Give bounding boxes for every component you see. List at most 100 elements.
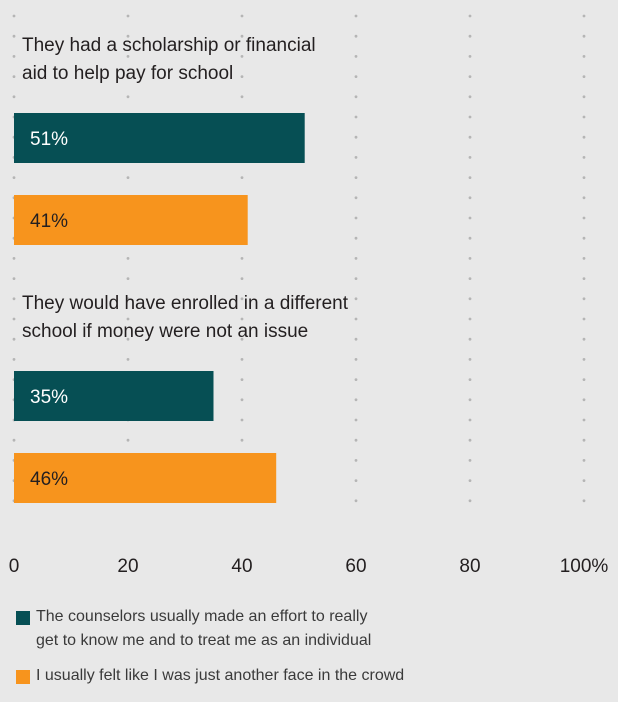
grid-dot bbox=[468, 317, 472, 321]
grid-dot bbox=[582, 236, 586, 240]
grid-dot bbox=[582, 277, 586, 280]
grid-dot bbox=[354, 176, 358, 180]
grid-dot bbox=[468, 196, 472, 200]
grid-dot bbox=[582, 115, 586, 119]
grid-dot bbox=[354, 358, 358, 361]
grid-dot bbox=[354, 317, 358, 321]
grid-dot bbox=[582, 418, 586, 422]
grid-dot bbox=[468, 115, 472, 119]
grid-dot bbox=[354, 14, 358, 18]
grid-dot bbox=[354, 398, 358, 402]
grid-dot bbox=[582, 358, 586, 361]
grid-dot bbox=[354, 499, 358, 503]
grid-dot bbox=[354, 277, 358, 280]
grid-dot bbox=[354, 418, 358, 422]
grid-dot bbox=[12, 257, 16, 260]
bar-value-label: 51% bbox=[30, 129, 68, 150]
grid-dot bbox=[468, 236, 472, 240]
grid-dot bbox=[354, 378, 358, 381]
x-tick-label: 20 bbox=[117, 556, 138, 577]
grid-dot bbox=[582, 378, 586, 381]
grid-dot bbox=[126, 317, 130, 321]
grid-dot bbox=[126, 55, 130, 58]
grid-dot bbox=[354, 55, 358, 58]
grid-dot bbox=[126, 438, 130, 442]
grid-dot bbox=[354, 236, 358, 240]
grid-dot bbox=[468, 95, 472, 99]
grid-dot bbox=[354, 34, 358, 38]
grid-dot bbox=[354, 156, 358, 159]
grid-dot bbox=[468, 479, 472, 482]
grid-dot bbox=[468, 14, 472, 18]
grid-dot bbox=[468, 277, 472, 280]
grid-dot bbox=[354, 216, 358, 220]
grid-dot bbox=[582, 398, 586, 402]
grid-dot bbox=[354, 297, 358, 301]
grid-dot bbox=[468, 337, 472, 341]
grid-dot bbox=[240, 14, 244, 18]
grid-dot bbox=[468, 297, 472, 301]
grid-dot bbox=[12, 176, 16, 180]
bar-value-label: 35% bbox=[30, 387, 68, 408]
grid-dot bbox=[468, 156, 472, 159]
grid-dot bbox=[468, 257, 472, 260]
grid-dot bbox=[582, 75, 586, 78]
grid-dot bbox=[468, 34, 472, 38]
grid-dot bbox=[240, 34, 244, 38]
grid-dot bbox=[468, 55, 472, 58]
grid-dot bbox=[240, 95, 244, 99]
grid-dot bbox=[582, 196, 586, 200]
grid-dot bbox=[12, 337, 16, 341]
grid-dot bbox=[240, 337, 244, 341]
grid-dot bbox=[126, 176, 130, 180]
grid-dot bbox=[582, 95, 586, 99]
grid-dot bbox=[126, 358, 130, 361]
grid-dot bbox=[126, 277, 130, 280]
bar-series1-cat1 bbox=[14, 113, 305, 163]
grid-dot bbox=[240, 277, 244, 280]
legend-label-counselors-line2: get to know me and to treat me as an ind… bbox=[36, 632, 372, 649]
grid-dot bbox=[126, 95, 130, 99]
grid-dot bbox=[126, 257, 130, 260]
grid-dot bbox=[12, 14, 16, 18]
grid-dot bbox=[354, 438, 358, 442]
bar-series1-cat2 bbox=[14, 371, 214, 421]
grid-dot bbox=[240, 438, 244, 442]
grid-dot bbox=[582, 135, 586, 139]
grid-dot bbox=[468, 438, 472, 442]
grid-dot bbox=[468, 216, 472, 220]
grid-dot bbox=[12, 55, 16, 58]
grid-dot bbox=[468, 499, 472, 503]
grid-dot bbox=[354, 337, 358, 341]
grid-dot bbox=[468, 176, 472, 180]
grid-dot bbox=[12, 95, 16, 99]
grid-dot bbox=[126, 34, 130, 38]
grid-dot bbox=[582, 257, 586, 260]
grid-dot bbox=[240, 257, 244, 260]
bar-value-label: 41% bbox=[30, 211, 68, 232]
grid-dot bbox=[468, 75, 472, 78]
legend-item-crowd: I usually felt like I was just another f… bbox=[16, 664, 606, 690]
x-tick-label: 0 bbox=[9, 556, 20, 577]
grid-dot bbox=[582, 459, 586, 462]
grid-dot bbox=[582, 438, 586, 442]
grid-dot bbox=[240, 176, 244, 180]
bar-series2-cat1 bbox=[14, 195, 248, 245]
grid-dot bbox=[240, 378, 244, 381]
grid-dot bbox=[468, 135, 472, 139]
grid-dot bbox=[354, 196, 358, 200]
category-label-scholarship: They had a scholarship or financial aid … bbox=[22, 35, 316, 84]
grid-dot bbox=[12, 34, 16, 38]
grid-dot bbox=[240, 297, 244, 301]
grid-dot bbox=[12, 75, 16, 78]
x-axis-ticks: 0 20 40 60 80 100% bbox=[9, 556, 609, 577]
grid-dot bbox=[468, 418, 472, 422]
grid-dot bbox=[126, 297, 130, 301]
x-tick-label: 80 bbox=[459, 556, 480, 577]
grid-dot bbox=[582, 55, 586, 58]
grid-dot bbox=[354, 95, 358, 99]
grid-dot bbox=[240, 317, 244, 321]
grid-dot bbox=[582, 216, 586, 220]
grid-dot bbox=[582, 297, 586, 301]
x-tick-label: 40 bbox=[231, 556, 252, 577]
